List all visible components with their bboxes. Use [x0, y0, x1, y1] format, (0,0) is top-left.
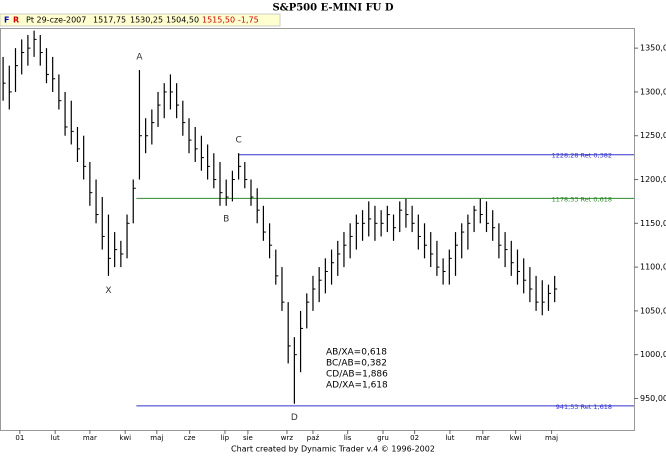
info-date: Pt 29-cze-2007	[26, 16, 86, 25]
x-tick-label: mar	[83, 434, 97, 442]
x-tick-label: kwi	[510, 434, 522, 442]
y-tick-label: 1250,00	[640, 131, 666, 140]
info-change: -1,75	[238, 16, 259, 25]
y-tick-label: 1150,00	[640, 219, 666, 228]
wave-label: A	[136, 52, 143, 62]
wave-label: C	[235, 136, 241, 146]
retracement-label: 941,53 Ret 1,618	[556, 403, 612, 411]
x-tick-label: lis	[344, 434, 352, 442]
wave-label: D	[291, 413, 298, 423]
y-tick-label: 1050,00	[640, 306, 666, 315]
y-tick-label: 1200,00	[640, 175, 666, 184]
retracement-label: 1228,28 Ret 0,382	[552, 152, 612, 160]
ratio-box: AB/XA=0,618BC/AB=0,382CD/AB=1,886AD/XA=1…	[326, 348, 388, 391]
ratio-line: BC/AB=0,382	[326, 359, 387, 369]
y-tick-label: 950,00	[640, 394, 666, 403]
wave-label: B	[223, 214, 229, 224]
x-tick-label: 02	[410, 434, 419, 442]
info-high: 1530,25	[130, 16, 163, 25]
x-tick-label: lut	[445, 434, 454, 442]
x-tick-label: wrz	[281, 434, 294, 442]
x-tick-label: maj	[545, 434, 558, 442]
ratio-line: AD/XA=1,618	[326, 381, 388, 391]
x-tick-label: mar	[476, 434, 490, 442]
info-low: 1504,50	[166, 16, 199, 25]
footer: Chart created by Dynamic Trader v.4 © 19…	[231, 445, 435, 454]
ratio-line: AB/XA=0,618	[326, 348, 387, 358]
info-bar	[0, 13, 281, 27]
x-tick-label: gru	[377, 434, 389, 442]
y-tick-label: 1100,00	[640, 263, 666, 272]
x-tick-label: lip	[221, 434, 230, 442]
info-open: 1517,75	[93, 16, 126, 25]
info-f[interactable]: F	[4, 16, 9, 25]
x-tick-label: paź	[307, 434, 320, 442]
x-tick-label: cze	[184, 434, 196, 442]
info-r[interactable]: R	[13, 16, 19, 25]
retracement-label: 1178,53 Ret 0,618	[552, 195, 612, 203]
y-tick-label: 1350,00	[640, 44, 666, 53]
ratio-line: CD/AB=1,886	[326, 370, 388, 380]
info-close: 1515,50	[202, 16, 235, 25]
y-tick-label: 1300,00	[640, 87, 666, 96]
plot-frame	[0, 28, 635, 431]
x-tick-label: lut	[51, 434, 60, 442]
x-tick-label: kwi	[119, 434, 131, 442]
y-tick-label: 1000,00	[640, 350, 666, 359]
wave-label: X	[105, 286, 111, 296]
x-tick-label: 01	[15, 434, 24, 442]
x-tick-label: maj	[150, 434, 163, 442]
chart-title: S&P500 E-MINI FU D	[272, 3, 393, 14]
x-tick-label: sie	[243, 434, 253, 442]
